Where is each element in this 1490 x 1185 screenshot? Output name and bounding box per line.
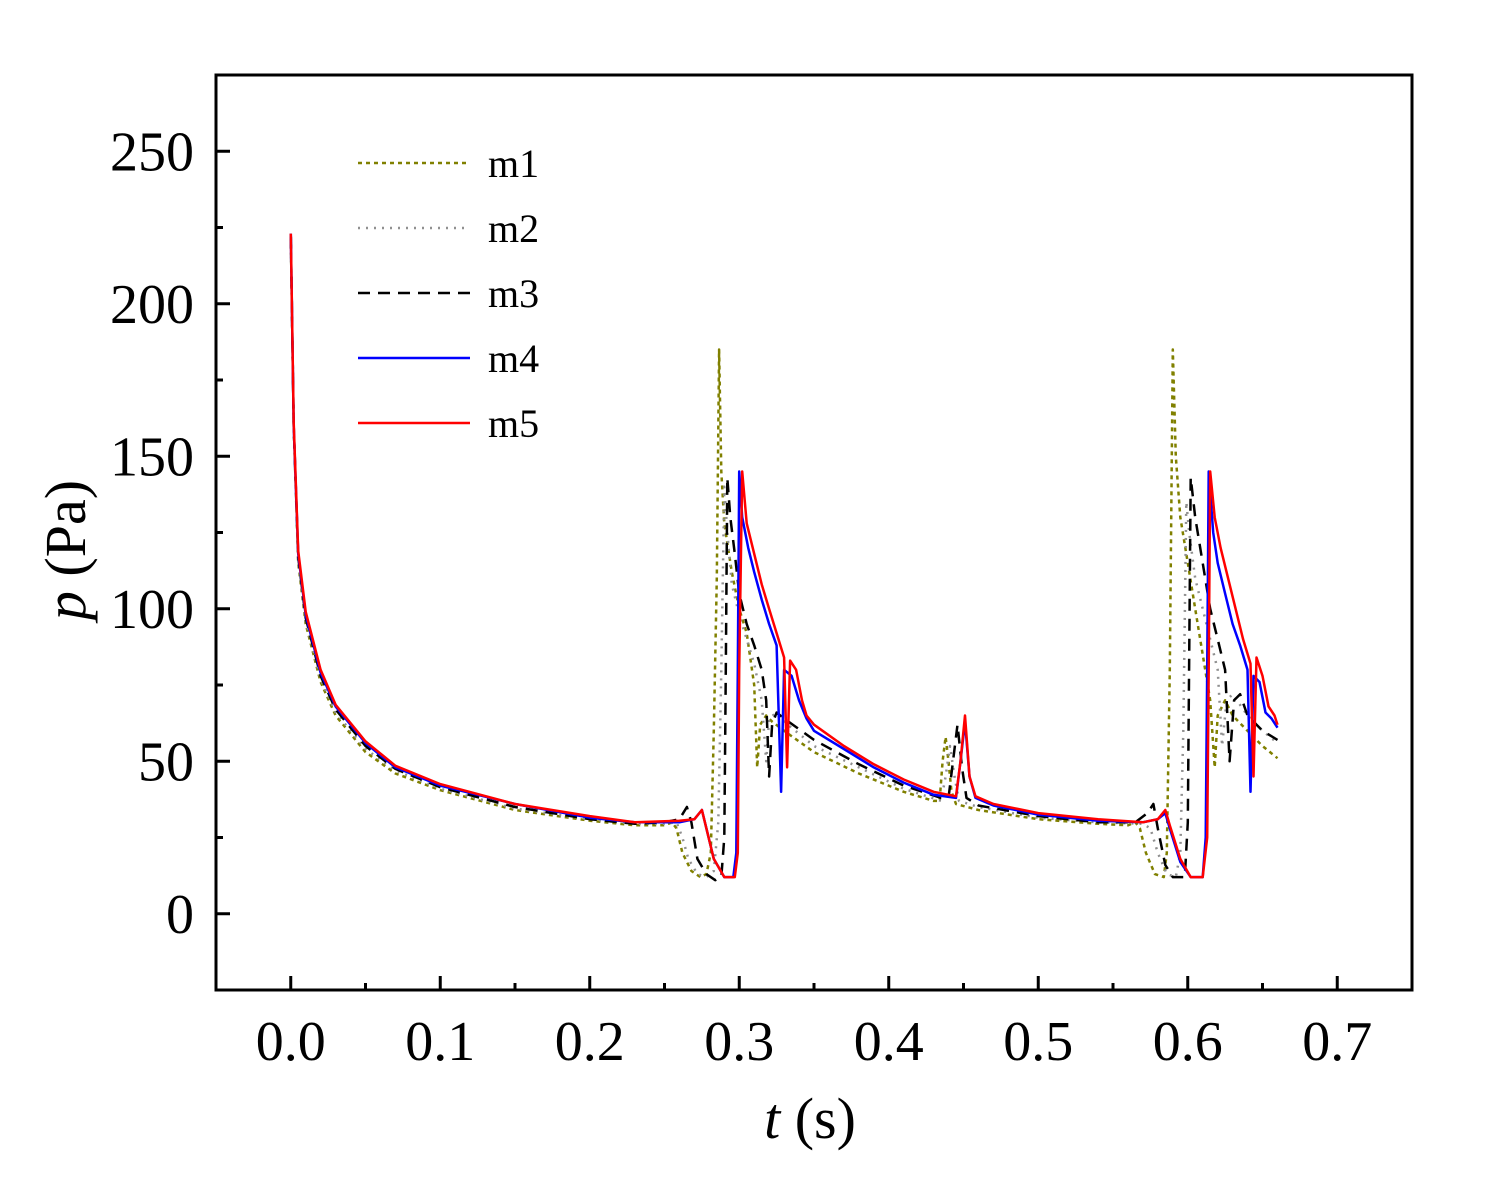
y-axis: 0 50 100 150 200 250 xyxy=(110,73,230,992)
legend: m1 m2 m3 m4 m5 xyxy=(358,141,539,446)
x-axis-title: t (s) xyxy=(764,1086,856,1151)
x-axis: 0.0 0.1 0.2 0.3 0.4 0.5 0.6 0.7 xyxy=(214,976,1414,1073)
x-tick-label: 0.3 xyxy=(704,1011,774,1073)
legend-label-m5: m5 xyxy=(488,401,539,446)
y-tick-label: 150 xyxy=(110,426,194,488)
y-axis-title: p (Pa) xyxy=(33,480,98,624)
series-layer xyxy=(289,233,1279,882)
x-tick-label: 0.4 xyxy=(854,1011,924,1073)
series-line-m2 xyxy=(289,236,1279,879)
series-line-m3 xyxy=(289,236,1279,882)
x-axis-unit: (s) xyxy=(780,1086,856,1151)
y-tick-label: 0 xyxy=(166,884,194,946)
legend-label-m2: m2 xyxy=(488,206,539,251)
x-tick-label: 0.1 xyxy=(405,1011,475,1073)
y-axis-unit: (Pa) xyxy=(33,480,98,591)
x-tick-label: 0.6 xyxy=(1153,1011,1223,1073)
series-line-m5 xyxy=(289,233,1279,879)
y-tick-label: 100 xyxy=(110,579,194,641)
y-tick-label: 200 xyxy=(110,274,194,336)
y-tick-label: 250 xyxy=(110,121,194,183)
x-axis-var: t xyxy=(764,1086,782,1151)
x-tick-label: 0.2 xyxy=(555,1011,625,1073)
series-line-m1 xyxy=(289,236,1279,879)
x-tick-label: 0.7 xyxy=(1302,1011,1372,1073)
series-line-m4 xyxy=(289,233,1279,879)
legend-label-m1: m1 xyxy=(488,141,539,186)
legend-label-m4: m4 xyxy=(488,336,539,381)
plot-frame xyxy=(214,73,1414,992)
x-tick-label: 0.0 xyxy=(256,1011,326,1073)
y-axis-var: p xyxy=(33,591,98,624)
x-tick-label: 0.5 xyxy=(1003,1011,1073,1073)
y-tick-label: 50 xyxy=(138,731,194,793)
legend-label-m3: m3 xyxy=(488,271,539,316)
